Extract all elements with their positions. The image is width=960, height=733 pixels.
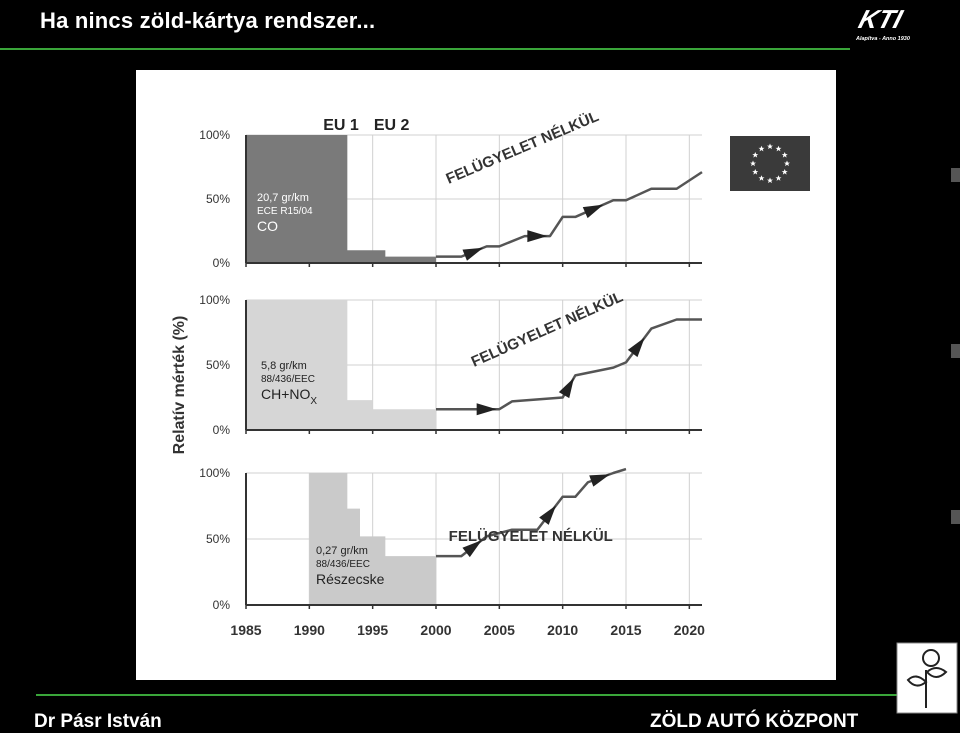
x-tick-label: 1990 xyxy=(294,622,325,638)
regulation: ECE R15/04 xyxy=(257,206,313,217)
pollutant-label: Részecske xyxy=(316,571,385,587)
y-tick-label: 0% xyxy=(213,256,231,270)
trend-arrow xyxy=(539,505,557,525)
trend-label: FELÜGYELET NÉLKÜL xyxy=(469,288,626,370)
x-tick-label: 2000 xyxy=(420,622,451,638)
limit-value: 0,27 gr/km xyxy=(316,545,368,557)
eu-flag-star xyxy=(781,169,788,175)
panel-2: 100% 50% 0% FELÜGYELET NÉLKÜL 5,8 gr/km 88/43… xyxy=(199,288,702,437)
kti-logo-mark: KTI xyxy=(855,4,906,33)
limit-value: 20,7 gr/km xyxy=(257,192,309,204)
pollutant-label: CO xyxy=(257,218,278,234)
emission-chart: 100% 50% 0% FELÜGYELET NÉLKÜL 20,7 gr/km ECE … xyxy=(171,108,810,638)
y-tick-label: 100% xyxy=(199,293,230,307)
panel-1: 100% 50% 0% FELÜGYELET NÉLKÜL 20,7 gr/km ECE … xyxy=(199,108,703,270)
slide-title: Ha nincs zöld-kártya rendszer... xyxy=(40,8,376,33)
chart-panel: 100% 50% 0% FELÜGYELET NÉLKÜL 20,7 gr/km ECE … xyxy=(136,70,836,680)
eu-label: EU 2 xyxy=(374,117,410,134)
x-tick-label: 1995 xyxy=(357,622,388,638)
x-tick-label: 1985 xyxy=(230,622,261,638)
eu-flag-star xyxy=(758,145,765,152)
trend-label: FELÜGYELET NÉLKÜL xyxy=(444,108,602,188)
edge-mark xyxy=(951,344,960,358)
eu-flag-star xyxy=(752,152,759,158)
y-tick-label: 0% xyxy=(213,423,231,437)
y-axis-label: Relatív mérték (%) xyxy=(171,316,188,455)
title-rule xyxy=(0,48,850,50)
panel-3: 100% 50% 0% FELÜGYELET NÉLKÜL 0,27 gr/km 88/4… xyxy=(199,466,702,612)
trend-arrow xyxy=(589,474,611,487)
trend-line-1 xyxy=(436,171,703,258)
eu-label: EU 1 xyxy=(323,117,359,134)
footer-author: Dr Pásr István xyxy=(34,711,162,732)
eu-flag-star xyxy=(775,175,782,181)
logo-text: KTI xyxy=(855,4,906,33)
limit-area-3 xyxy=(309,473,436,605)
trend-arrow xyxy=(462,540,482,558)
y-tick-label: 100% xyxy=(199,466,230,480)
x-tick-label: 2015 xyxy=(610,622,641,638)
limit-area-1 xyxy=(246,135,436,263)
eu-flag-star xyxy=(758,175,765,181)
x-tick-label: 2005 xyxy=(484,622,515,638)
trend-label: FELÜGYELET NÉLKÜL xyxy=(449,528,613,545)
edge-mark xyxy=(951,510,960,524)
trend-arrow xyxy=(558,377,574,399)
eu-flag-star xyxy=(752,169,759,175)
footer-rule xyxy=(36,694,906,696)
eu-flag xyxy=(730,136,810,191)
eu-flag-star xyxy=(767,143,773,150)
plant-logo xyxy=(896,642,958,714)
y-tick-label: 0% xyxy=(213,598,231,612)
eu-flag-star xyxy=(775,145,782,152)
eu-flag-star xyxy=(767,177,773,184)
y-tick-label: 50% xyxy=(206,358,230,372)
pollutant-label: CH+NOX xyxy=(261,386,317,407)
x-tick-label: 2010 xyxy=(547,622,578,638)
edge-mark xyxy=(951,168,960,182)
limit-value: 5,8 gr/km xyxy=(261,360,307,372)
footer-organization: ZÖLD AUTÓ KÖZPONT xyxy=(650,711,859,732)
trend-arrow xyxy=(462,247,484,261)
trend-arrow xyxy=(476,403,497,416)
logo-subtitle: Alapítva - Anno 1930 xyxy=(855,36,910,42)
kti-logo: KTI Alapítva - Anno 1930 xyxy=(855,4,910,42)
regulation: 88/436/EEC xyxy=(316,559,370,570)
eu-flag-star xyxy=(750,160,756,167)
trend-arrow xyxy=(582,204,604,219)
eu-flag-star xyxy=(784,160,790,167)
x-tick-label: 2020 xyxy=(674,622,705,638)
trend-arrow xyxy=(627,337,645,358)
limit-area-2 xyxy=(246,300,436,430)
y-tick-label: 100% xyxy=(199,128,230,142)
y-tick-label: 50% xyxy=(206,532,230,546)
regulation: 88/436/EEC xyxy=(261,374,315,385)
eu-flag-star xyxy=(781,152,788,158)
y-tick-label: 50% xyxy=(206,192,230,206)
trend-arrow xyxy=(527,230,548,243)
